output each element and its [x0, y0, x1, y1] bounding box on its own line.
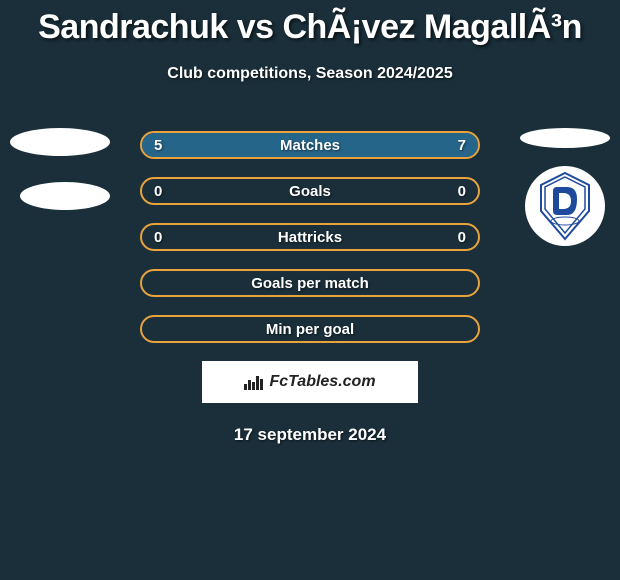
fctables-watermark: FcTables.com	[202, 361, 418, 403]
stat-value-left: 5	[154, 137, 162, 154]
season-subtitle: Club competitions, Season 2024/2025	[0, 65, 620, 83]
bar-fill-left	[142, 133, 280, 157]
stat-bar: 0 0 Hattricks	[140, 223, 480, 251]
club-badge-icon	[10, 128, 110, 156]
stat-label: Min per goal	[266, 321, 354, 338]
stats-bars: 5 7 Matches 0 0 Goals 0 0 Hattricks Goals per mat…	[140, 131, 480, 343]
bar-chart-icon	[244, 374, 263, 390]
stat-label: Goals	[289, 183, 331, 200]
stat-value-right: 7	[458, 137, 466, 154]
watermark-text: FcTables.com	[269, 373, 375, 391]
club-badge-icon	[20, 182, 110, 210]
left-player-badges	[10, 128, 110, 210]
stat-bar: Min per goal	[140, 315, 480, 343]
stat-label: Matches	[280, 137, 340, 154]
stat-value-left: 0	[154, 229, 162, 246]
club-badge-icon	[520, 128, 610, 148]
stat-bar: 5 7 Matches	[140, 131, 480, 159]
stat-label: Goals per match	[251, 275, 369, 292]
right-player-badges	[510, 128, 610, 246]
dynamo-badge-icon	[525, 166, 605, 246]
comparison-title: Sandrachuk vs ChÃ¡vez MagallÃ³n	[0, 0, 620, 47]
stat-value-right: 0	[458, 183, 466, 200]
stat-value-left: 0	[154, 183, 162, 200]
main-container: 5 7 Matches 0 0 Goals 0 0 Hattricks Goals per mat…	[0, 131, 620, 445]
stat-bar: 0 0 Goals	[140, 177, 480, 205]
stat-label: Hattricks	[278, 229, 342, 246]
stat-bar: Goals per match	[140, 269, 480, 297]
stat-value-right: 0	[458, 229, 466, 246]
comparison-date: 17 september 2024	[0, 425, 620, 445]
